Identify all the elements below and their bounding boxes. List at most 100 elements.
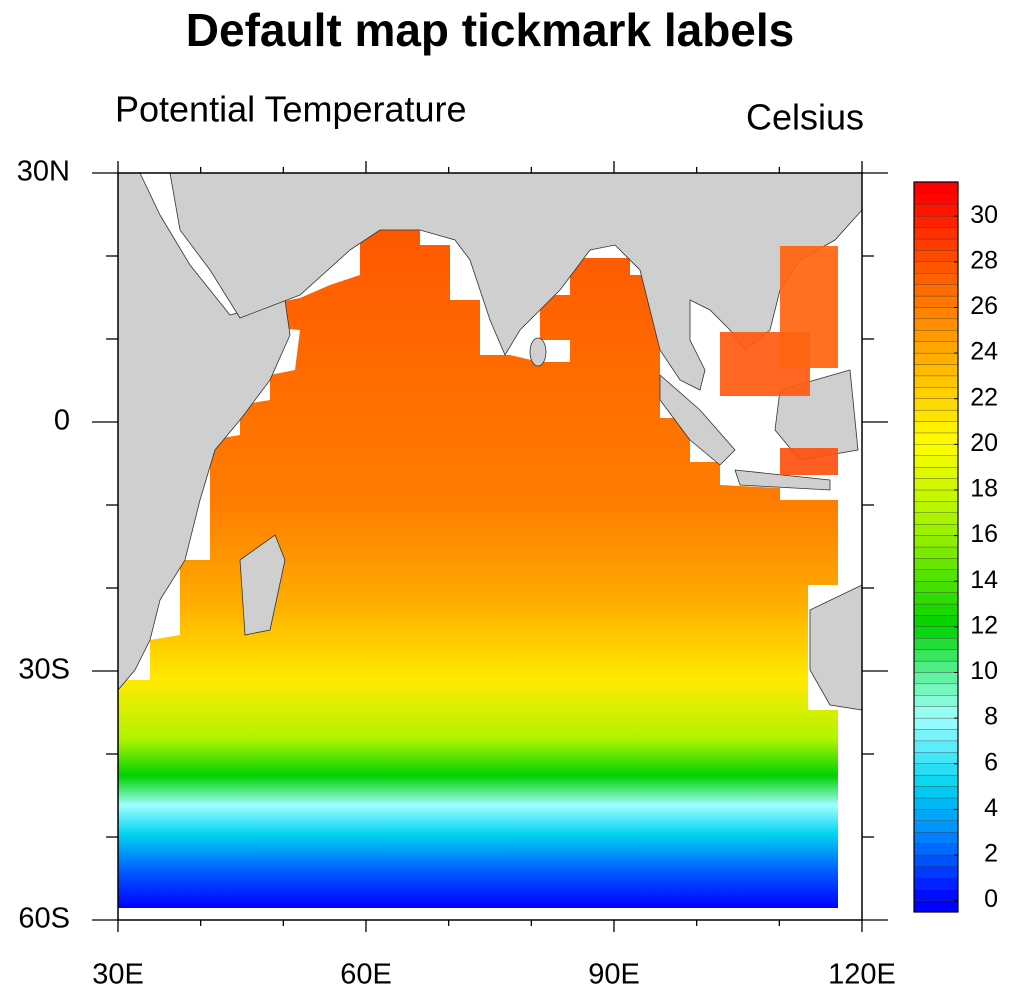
colorbar-label: 22 (970, 383, 998, 411)
madagascar (239, 534, 286, 636)
colorbar-label: 10 (970, 657, 998, 685)
colorbar-segment (913, 421, 959, 434)
colorbar-segment (913, 352, 959, 365)
colorbar-label: 6 (984, 748, 998, 776)
colorbar-segment (913, 717, 959, 730)
x-tick-label: 60E (340, 959, 392, 991)
colorbar-segment (913, 501, 959, 513)
colorbar-segment (913, 774, 959, 787)
java (734, 469, 831, 491)
colorbar-label: 26 (970, 292, 998, 320)
contour-field (118, 220, 838, 908)
colorbar-label: 20 (970, 429, 998, 457)
colorbar-segment (913, 535, 959, 548)
colorbar-segment (913, 216, 959, 228)
colorbar-label: 30 (970, 201, 998, 229)
colorbar-segment (913, 752, 959, 764)
colorbar-segment (913, 569, 959, 582)
colorbar-segment (913, 900, 959, 913)
colorbar-segment (913, 250, 959, 262)
colorbar-segment (913, 626, 959, 639)
colorbar-segment (913, 843, 959, 856)
colorbar-segment (913, 740, 959, 753)
colorbar-segment (913, 478, 959, 491)
colorbar-label: 18 (970, 475, 998, 503)
colorbar-segment (913, 181, 959, 194)
asia (169, 172, 863, 391)
colorbar-segment (913, 261, 959, 274)
colorbar-frame (913, 181, 959, 913)
colorbar-segment (913, 455, 959, 468)
colorbar-segment (913, 866, 959, 878)
land (117, 172, 863, 711)
colorbar-segment (913, 592, 959, 605)
colorbar-label: 16 (970, 520, 998, 548)
colorbar-segment (913, 603, 959, 616)
colorbar-segment (913, 273, 959, 285)
colorbar-segment (913, 375, 959, 388)
colorbar-segment (913, 706, 959, 719)
colorbar-segment (913, 307, 959, 320)
y-tick-label: 60S (18, 903, 70, 935)
colorbar-segment (913, 341, 959, 354)
colorbar-segment (913, 467, 959, 479)
y-tick-label: 0 (54, 405, 70, 437)
colorbar-segment (913, 444, 959, 456)
colorbar-segment (913, 832, 959, 844)
colorbar-segment (913, 672, 959, 685)
colorbar-segment (913, 432, 959, 445)
colorbar-segment (913, 489, 959, 502)
subtitle-left: Potential Temperature (115, 89, 467, 130)
sri-lanka (529, 337, 547, 367)
field-patches (720, 246, 838, 475)
colorbar-segment (913, 295, 959, 308)
colorbar-label: 2 (984, 840, 998, 868)
colorbar-label: 4 (984, 794, 998, 822)
colorbar-segment (913, 729, 959, 742)
colorbar-segment (913, 546, 959, 559)
colorbar-segment (913, 854, 959, 867)
x-tick-label: 90E (588, 959, 640, 991)
colorbar-segment (913, 193, 959, 205)
colorbar-segment (913, 581, 959, 593)
colorbar-segment (913, 512, 959, 525)
colorbar-segment (913, 558, 959, 570)
colorbar-segment (913, 318, 959, 331)
colorbar-label: 0 (984, 885, 998, 913)
chart-title: Default map tickmark labels (186, 4, 794, 56)
colorbar-segment (913, 364, 959, 377)
africa (117, 172, 291, 692)
colorbar-segment (913, 227, 959, 240)
colorbar-segment (913, 204, 959, 217)
colorbar-label: 14 (970, 566, 998, 594)
colorbar-segment (913, 638, 959, 650)
colorbar-segment (913, 387, 959, 399)
colorbar-segment (913, 809, 959, 821)
colorbar-segment (913, 649, 959, 662)
subtitle-right: Celsius (746, 97, 864, 138)
y-tick-label: 30S (18, 654, 70, 686)
colorbar-segment (913, 820, 959, 833)
colorbar-label: 12 (970, 611, 998, 639)
colorbar-segment (913, 238, 959, 251)
colorbar-segment (913, 615, 959, 627)
ocean-field (118, 220, 838, 908)
colorbar-segment (913, 797, 959, 810)
x-tick-label: 30E (92, 959, 144, 991)
colorbar-segment (913, 660, 959, 673)
colorbar-segment (913, 877, 959, 890)
colorbar-segment (913, 398, 959, 411)
colorbar-label: 24 (970, 338, 998, 366)
colorbar-label: 8 (984, 703, 998, 731)
map-frame (117, 172, 863, 921)
x-tick-label: 120E (828, 959, 896, 991)
colorbar-segment (913, 284, 959, 297)
colorbar-segment (913, 683, 959, 696)
australia (809, 584, 863, 711)
colorbar-segment (913, 786, 959, 799)
field-patch (780, 448, 838, 475)
sumatra (659, 374, 736, 466)
field-patch (780, 246, 838, 368)
